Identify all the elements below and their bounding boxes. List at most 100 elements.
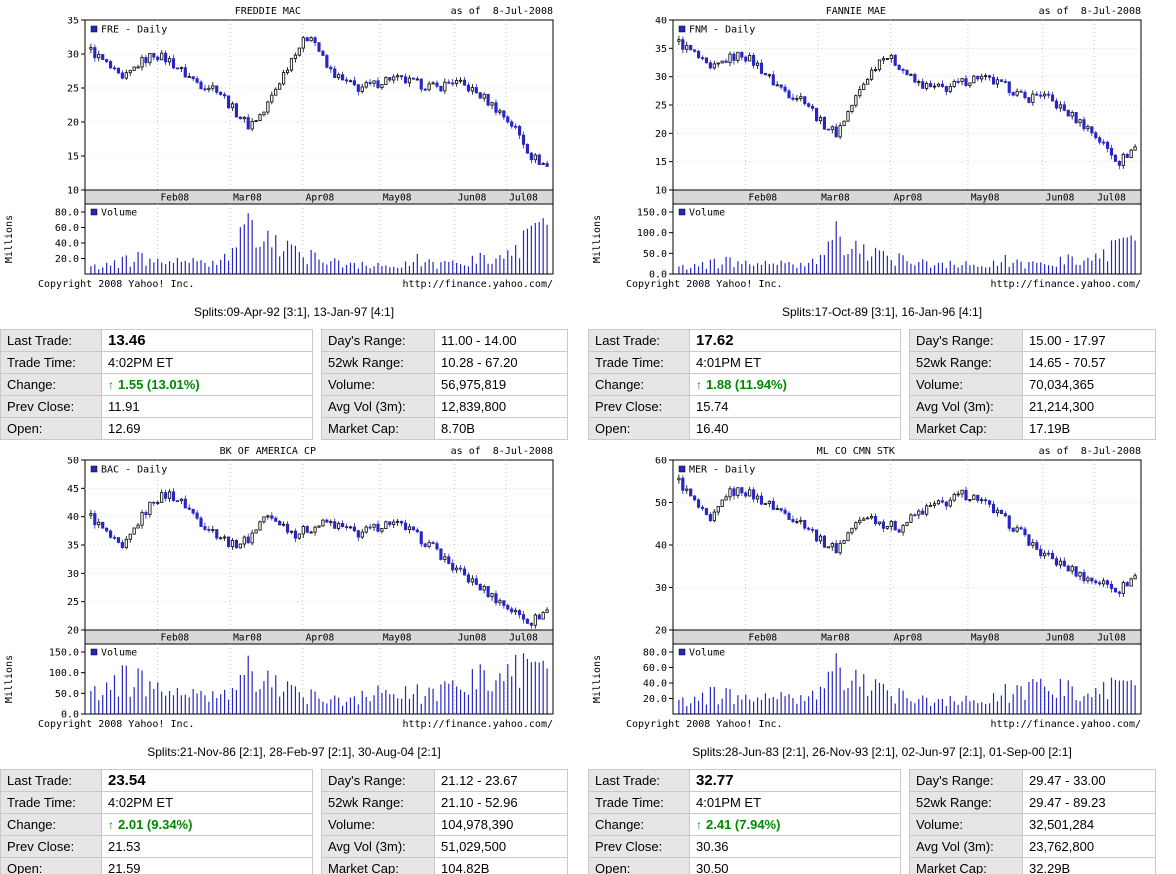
quote-table-left: Last Trade: 23.54 Trade Time: 4:02PM ET Chan… bbox=[0, 769, 313, 874]
quote-summary: Last Trade: 23.54 Trade Time: 4:02PM ET Chan… bbox=[0, 769, 588, 874]
quote-value: 15.74 bbox=[689, 395, 901, 418]
chart-title: FREDDIE MAC bbox=[234, 6, 301, 17]
quote-value: 14.65 - 70.57 bbox=[1022, 351, 1156, 374]
svg-text:20.0: 20.0 bbox=[55, 254, 79, 265]
quote-label: 52wk Range: bbox=[909, 351, 1023, 374]
quote-label: Avg Vol (3m): bbox=[321, 835, 435, 858]
splits-text: Splits:21-Nov-86 [2:1], 28-Feb-97 [2:1],… bbox=[147, 745, 441, 759]
quote-row: Open: 12.69 bbox=[0, 417, 313, 440]
chart-footer: Copyright 2008 Yahoo! Inc. http://financ… bbox=[0, 279, 588, 293]
svg-text:40: 40 bbox=[655, 17, 667, 27]
svg-text:30: 30 bbox=[655, 583, 667, 594]
quote-value-text: 11.91 bbox=[108, 399, 140, 414]
stock-panel: FREDDIE MAC as of 8-Jul-2008 35 30 25 20 15 1… bbox=[0, 0, 588, 440]
quote-label: Last Trade: bbox=[588, 329, 690, 352]
quote-value: 104.82B bbox=[434, 857, 568, 874]
svg-text:20: 20 bbox=[655, 129, 667, 140]
quote-label: Volume: bbox=[909, 373, 1023, 396]
svg-text:35: 35 bbox=[67, 17, 79, 27]
stock-panel: BK OF AMERICA CP as of 8-Jul-2008 50 45 40… bbox=[0, 440, 588, 874]
svg-text:Volume: Volume bbox=[101, 648, 137, 659]
quote-value: 12.69 bbox=[101, 417, 313, 440]
quote-value-text: 2.01 (9.34%) bbox=[118, 817, 193, 832]
quote-row: 52wk Range: 14.65 - 70.57 bbox=[909, 351, 1156, 374]
quote-label: Avg Vol (3m): bbox=[909, 835, 1023, 858]
quote-value-text: 30.36 bbox=[696, 839, 729, 854]
quote-value: ↑ 1.88 (11.94%) bbox=[689, 373, 901, 396]
quote-label: Change: bbox=[588, 373, 690, 396]
quote-row: Prev Close: 11.91 bbox=[0, 395, 313, 418]
svg-text:0.0: 0.0 bbox=[649, 270, 667, 280]
quote-row: Day's Range: 15.00 - 17.97 bbox=[909, 329, 1156, 352]
svg-text:60.0: 60.0 bbox=[643, 663, 667, 674]
quote-value-text: 4:01PM ET bbox=[696, 355, 762, 370]
svg-text:Jun08: Jun08 bbox=[458, 633, 487, 644]
quote-value: 30.50 bbox=[689, 857, 901, 874]
quote-value-text: 32,501,284 bbox=[1029, 817, 1095, 832]
quote-row: Avg Vol (3m): 21,214,300 bbox=[909, 395, 1156, 418]
chart-title: BK OF AMERICA CP bbox=[219, 446, 316, 457]
svg-text:40.0: 40.0 bbox=[643, 679, 667, 690]
chart-as-of: as of 8-Jul-2008 bbox=[1038, 446, 1141, 457]
quote-table-right: Day's Range: 21.12 - 23.67 52wk Range: 21.1… bbox=[321, 769, 568, 874]
svg-text:Mar08: Mar08 bbox=[233, 633, 262, 644]
svg-text:Feb08: Feb08 bbox=[161, 633, 190, 644]
candlestick-volume-chart: 40 35 30 25 20 15 10 150.0 100.0 50.0 0.0 Feb08 Mar0… bbox=[592, 17, 1142, 280]
quote-value-text: 12.69 bbox=[108, 421, 141, 436]
quote-value-text: 2.41 (7.94%) bbox=[706, 817, 781, 832]
quote-value: 12,839,800 bbox=[434, 395, 568, 418]
quote-value: 4:02PM ET bbox=[101, 351, 313, 374]
quote-label: Volume: bbox=[321, 373, 435, 396]
svg-text:Millions: Millions bbox=[592, 655, 603, 703]
chart-as-of: as of 8-Jul-2008 bbox=[1038, 6, 1141, 17]
quote-value-text: 29.47 - 89.23 bbox=[1029, 795, 1106, 810]
quote-value: 56,975,819 bbox=[434, 373, 568, 396]
svg-text:May08: May08 bbox=[383, 633, 412, 644]
svg-text:20: 20 bbox=[655, 626, 667, 637]
quote-value: 11.00 - 14.00 bbox=[434, 329, 568, 352]
quote-row: Last Trade: 23.54 bbox=[0, 769, 313, 792]
chart-header: ML CO CMN STK as of 8-Jul-2008 bbox=[588, 440, 1176, 457]
quote-value-text: 8.70B bbox=[441, 421, 475, 436]
svg-text:100.0: 100.0 bbox=[49, 668, 79, 679]
quote-value-text: 32.29B bbox=[1029, 861, 1071, 874]
svg-text:May08: May08 bbox=[383, 193, 412, 204]
chart-source-url: http://finance.yahoo.com/ bbox=[402, 719, 553, 730]
quote-row: Volume: 104,978,390 bbox=[321, 813, 568, 836]
quote-label: 52wk Range: bbox=[321, 351, 435, 374]
up-arrow-icon: ↑ bbox=[108, 818, 114, 832]
svg-text:30: 30 bbox=[67, 50, 79, 61]
quote-value: 10.28 - 67.20 bbox=[434, 351, 568, 374]
chart-footer: Copyright 2008 Yahoo! Inc. http://financ… bbox=[588, 279, 1176, 293]
svg-text:150.0: 150.0 bbox=[49, 648, 79, 659]
quote-value: 29.47 - 89.23 bbox=[1022, 791, 1156, 814]
chart-source-url: http://finance.yahoo.com/ bbox=[990, 719, 1141, 730]
quote-row: Avg Vol (3m): 51,029,500 bbox=[321, 835, 568, 858]
quote-label: Open: bbox=[0, 417, 102, 440]
quote-value-text: 56,975,819 bbox=[441, 377, 507, 392]
svg-text:Volume: Volume bbox=[689, 648, 725, 659]
quote-value: 16.40 bbox=[689, 417, 901, 440]
svg-text:20.0: 20.0 bbox=[643, 694, 667, 705]
quote-value: 51,029,500 bbox=[434, 835, 568, 858]
quote-label: Open: bbox=[588, 417, 690, 440]
svg-text:Jul08: Jul08 bbox=[1097, 193, 1126, 204]
quote-row: Trade Time: 4:01PM ET bbox=[588, 351, 901, 374]
quote-value: 21.59 bbox=[101, 857, 313, 874]
svg-text:Apr08: Apr08 bbox=[306, 633, 335, 644]
quote-label: Prev Close: bbox=[588, 835, 690, 858]
chart-header: BK OF AMERICA CP as of 8-Jul-2008 bbox=[0, 440, 588, 457]
quote-value-text: 10.28 - 67.20 bbox=[441, 355, 518, 370]
quote-value-text: 21.10 - 52.96 bbox=[441, 795, 518, 810]
svg-text:Millions: Millions bbox=[4, 215, 15, 263]
quote-row: Avg Vol (3m): 12,839,800 bbox=[321, 395, 568, 418]
up-arrow-icon: ↑ bbox=[108, 378, 114, 392]
chart-header: FANNIE MAE as of 8-Jul-2008 bbox=[588, 0, 1176, 17]
svg-text:30: 30 bbox=[67, 569, 79, 580]
quote-label: Trade Time: bbox=[0, 351, 102, 374]
quote-label: Day's Range: bbox=[909, 769, 1023, 792]
quote-label: Day's Range: bbox=[321, 769, 435, 792]
quote-table-left: Last Trade: 17.62 Trade Time: 4:01PM ET Chan… bbox=[588, 329, 901, 440]
quote-label: Prev Close: bbox=[0, 835, 102, 858]
quote-value-text: 104,978,390 bbox=[441, 817, 514, 832]
